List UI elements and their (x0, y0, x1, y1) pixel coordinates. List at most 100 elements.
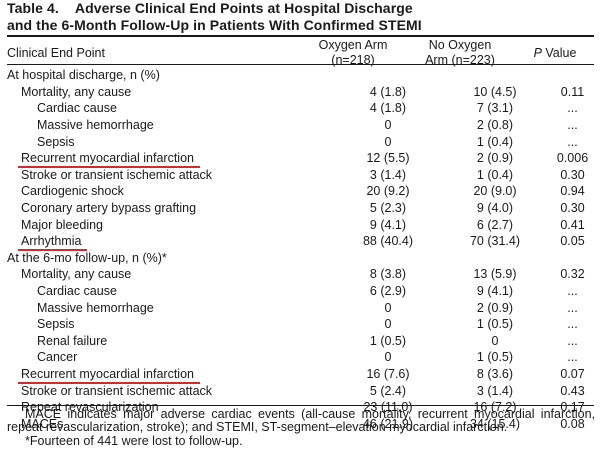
no-oxygen-value: 0 (491, 333, 499, 348)
row-label: Cardiac cause (37, 284, 117, 299)
p-value: ... (567, 118, 578, 133)
header-p-value: P Value (516, 46, 594, 61)
table-row: MACEs 46 (21.9) 34 (15.4) 0.08 (7, 415, 594, 432)
row-label: Sepsis (37, 134, 75, 149)
oxygen-value: 23 (11.0) (363, 400, 413, 415)
table-title: Table 4. Adverse Clinical End Points at H… (7, 0, 597, 34)
oxygen-value: 4 (1.8) (369, 101, 407, 116)
row-label: Stroke or transient ischemic attack (21, 383, 213, 398)
header-rule (7, 64, 594, 65)
no-oxygen-value: 10 (4.5) (473, 84, 517, 99)
table-row: Massive hemorrhage 0 2 (0.8)... (7, 117, 594, 134)
table-row: Stroke or transient ischemic attack 3 (1.… (7, 167, 594, 184)
table-row: Sepsis 0 1 (0.5)... (7, 316, 594, 333)
p-value: ... (567, 317, 578, 332)
p-value: 0.006 (556, 151, 589, 166)
table-row: Repeat revascularization 23 (11.0) 16 (7.2… (7, 399, 594, 416)
no-oxygen-value: 20 (9.0) (473, 184, 517, 199)
row-label-highlighted: Recurrent myocardial infarction (7, 366, 337, 384)
p-value: 0.43 (560, 383, 585, 398)
p-value: ... (567, 333, 578, 348)
row-label: Renal failure (37, 333, 108, 348)
p-value: 0.07 (560, 366, 585, 381)
title-line-1: Adverse Clinical End Points at Hospital … (74, 0, 413, 16)
table-row: Massive hemorrhage 0 2 (0.9)... (7, 299, 594, 316)
table-row: At hospital discharge, n (%) (7, 67, 594, 84)
row-label: Cardiac cause (37, 101, 117, 116)
no-oxygen-value: 1 (0.5) (476, 350, 514, 365)
red-underline-highlight: Arrhythmia (17, 234, 88, 252)
no-oxygen-value: 16 (7.2) (473, 400, 517, 415)
no-oxygen-value: 2 (0.9) (476, 300, 514, 315)
oxygen-value: 46 (21.9) (362, 416, 414, 431)
table-row: Cardiogenic shock 20 (9.2) 20 (9.0) 0.94 (7, 183, 594, 200)
table-row: At the 6-mo follow-up, n (%)* (7, 250, 594, 267)
no-oxygen-value (439, 67, 551, 84)
table-row: Recurrent myocardial infarction 12 (5.5) 2… (7, 150, 594, 169)
row-label-highlighted: Arrhythmia (7, 233, 337, 252)
oxygen-value (337, 67, 439, 84)
no-oxygen-value: 34 (15.4) (469, 416, 521, 431)
row-label: Massive hemorrhage (37, 118, 154, 133)
table-row: Cancer 0 1 (0.5)... (7, 349, 594, 366)
table-row: Major bleeding 9 (4.1) 6 (2.7) 0.41 (7, 216, 594, 233)
bottom-rule (7, 405, 594, 406)
p-value (551, 67, 594, 84)
table-row: Renal failure 1 (0.5) 0... (7, 333, 594, 350)
row-label: Massive hemorrhage (37, 300, 154, 315)
oxygen-value: 20 (9.2) (366, 184, 410, 199)
header-p-italic: P (533, 46, 542, 60)
header-oxygen-label: Oxygen Arm (318, 38, 388, 52)
no-oxygen-value: 13 (5.9) (473, 267, 517, 282)
header-no-oxygen-n: Arm (n=223) (425, 53, 495, 67)
oxygen-value: 88 (40.4) (362, 234, 414, 249)
table-row: Sepsis 0 1 (0.4)... (7, 133, 594, 150)
row-label: Major bleeding (21, 217, 103, 232)
row-label-highlighted: Recurrent myocardial infarction (7, 150, 337, 169)
oxygen-value: 1 (0.5) (369, 333, 407, 348)
no-oxygen-value (439, 250, 551, 267)
red-underline-highlight: Recurrent myocardial infarction (18, 366, 200, 384)
row-label: Mortality, any cause (21, 267, 132, 282)
oxygen-value: 0 (384, 118, 392, 133)
oxygen-value: 16 (7.6) (366, 366, 410, 381)
no-oxygen-value: 70 (31.4) (469, 234, 521, 249)
title-line-2: and the 6-Month Follow-Up in Patients Wi… (7, 17, 422, 33)
p-value: 0.08 (560, 416, 585, 431)
no-oxygen-value: 8 (3.6) (476, 366, 514, 381)
oxygen-value: 0 (384, 317, 392, 332)
follow-up-note: *Fourteen of 441 were lost to follow-up. (25, 433, 243, 448)
header-oxygen-n: (n=218) (331, 53, 375, 67)
table-row: Coronary artery bypass grafting 5 (2.3) 9 … (7, 200, 594, 217)
red-underline-highlight: Recurrent myocardial infarction (18, 151, 200, 169)
oxygen-value: 5 (2.4) (369, 383, 407, 398)
oxygen-value: 5 (2.3) (369, 201, 407, 216)
no-oxygen-value: 1 (0.4) (476, 134, 514, 149)
p-value: 0.11 (560, 84, 585, 99)
section-label: At hospital discharge, n (%) (7, 68, 160, 83)
p-value: 0.05 (560, 234, 585, 249)
p-value (551, 250, 594, 267)
section-label: At the 6-mo follow-up, n (%)* (7, 250, 167, 265)
row-label: Cancer (37, 350, 78, 365)
endpoints-table: At hospital discharge, n (%) Mortality, … (7, 67, 594, 432)
header-p-rest: Value (541, 46, 577, 60)
header-no-oxygen-label: No Oxygen (428, 38, 492, 52)
oxygen-value: 8 (3.8) (369, 267, 407, 282)
p-value: 0.94 (560, 184, 585, 199)
oxygen-value: 6 (2.9) (369, 284, 407, 299)
oxygen-value: 3 (1.4) (369, 167, 407, 182)
p-value: 0.17 (560, 400, 585, 415)
p-value: ... (567, 101, 578, 116)
p-value: 0.32 (560, 267, 585, 282)
header-oxygen-arm: Oxygen Arm (n=218) (302, 38, 404, 68)
no-oxygen-value: 1 (0.4) (476, 167, 514, 182)
table-row: Mortality, any cause 8 (3.8) 13 (5.9) 0.32 (7, 266, 594, 283)
table-row: Stroke or transient ischemic attack 5 (2.… (7, 382, 594, 399)
row-label: Stroke or transient ischemic attack (21, 167, 213, 182)
p-value: 0.30 (560, 201, 585, 216)
oxygen-value: 0 (384, 350, 392, 365)
no-oxygen-value: 3 (1.4) (476, 383, 514, 398)
no-oxygen-value: 2 (0.9) (476, 151, 514, 166)
row-label: Repeat revascularization (21, 400, 159, 415)
